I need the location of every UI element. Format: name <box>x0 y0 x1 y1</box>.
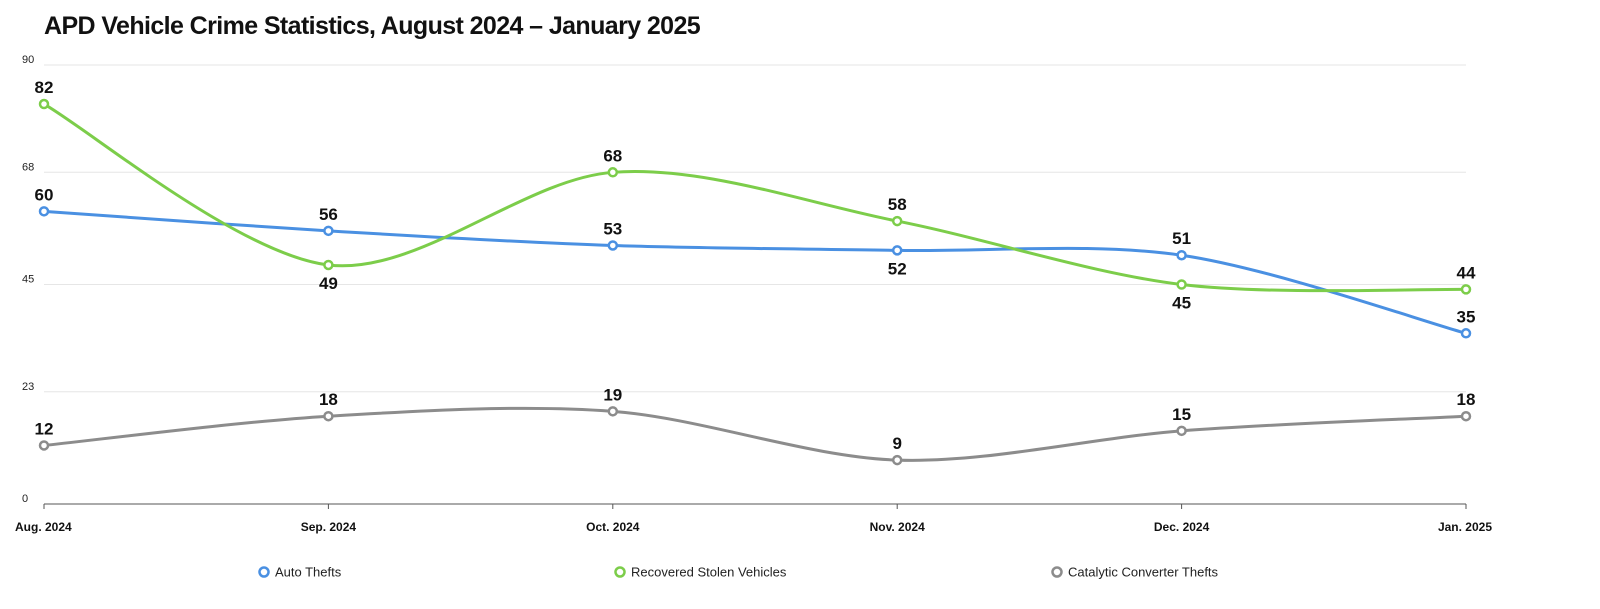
catalytic-converter-thefts-line <box>42 406 1468 462</box>
recovered-stolen-vehicles-point <box>1176 279 1187 290</box>
recovered-stolen-vehicles-point <box>1460 284 1472 295</box>
auto-thefts-line <box>42 209 1468 335</box>
recovered-stolen-vehicles-point <box>38 98 50 110</box>
auto-thefts-value-label: 51 <box>1172 229 1191 248</box>
catalytic-converter-thefts-value-label: 18 <box>1457 390 1476 409</box>
x-tick-label: Dec. 2024 <box>1154 520 1210 534</box>
recovered-stolen-vehicles-point <box>323 259 334 271</box>
data-labels: 60 56 53 52 51 35 82 49 68 58 45 44 12 18 19 9 15 18 <box>35 78 1476 453</box>
recovered-stolen-vehicles-point <box>607 167 619 178</box>
catalytic-converter-thefts-point <box>607 406 619 417</box>
recovered-stolen-vehicles-value-label: 49 <box>319 274 338 293</box>
legend: Auto Thefts Recovered Stolen Vehicles Cata… <box>258 565 1219 580</box>
recovered-stolen-vehicles-value-label: 44 <box>1457 263 1476 282</box>
x-tick-label: Sep. 2024 <box>301 520 357 534</box>
auto-thefts-point <box>891 245 903 256</box>
x-tick-label: Jan. 2025 <box>1438 520 1492 534</box>
catalytic-converter-thefts-point <box>38 440 50 451</box>
catalytic-converter-thefts-legend-label: Catalytic Converter Thefts <box>1068 565 1219 580</box>
catalytic-converter-thefts-value-label: 19 <box>603 385 622 404</box>
recovered-stolen-vehicles-line <box>42 102 1468 293</box>
grid-lines: 0 23 45 68 90 <box>22 54 1466 505</box>
y-tick-label: 23 <box>22 381 34 393</box>
auto-thefts-point <box>323 225 334 237</box>
recovered-stolen-vehicles-legend-marker <box>614 566 626 578</box>
catalytic-converter-thefts-point <box>1460 410 1472 422</box>
catalytic-converter-thefts-value-label: 12 <box>35 419 54 438</box>
recovered-stolen-vehicles-value-label: 82 <box>35 78 54 97</box>
auto-thefts-legend-marker <box>258 566 270 578</box>
auto-thefts-value-label: 35 <box>1457 307 1476 326</box>
recovered-stolen-vehicles-legend-label: Recovered Stolen Vehicles <box>631 565 787 580</box>
chart-title: APD Vehicle Crime Statistics, August 202… <box>44 12 701 40</box>
catalytic-converter-thefts-point <box>323 410 334 422</box>
auto-thefts-value-label: 52 <box>888 259 907 278</box>
auto-thefts-point <box>1176 249 1187 261</box>
auto-thefts-value-label: 56 <box>319 205 338 224</box>
series-lines <box>38 98 1472 466</box>
x-tick-label: Aug. 2024 <box>15 520 72 534</box>
y-tick-label: 0 <box>22 493 28 505</box>
auto-thefts-point <box>38 206 50 217</box>
catalytic-converter-thefts-value-label: 15 <box>1172 405 1191 424</box>
x-tick-label: Nov. 2024 <box>870 520 925 534</box>
catalytic-converter-thefts-legend-marker <box>1051 566 1063 578</box>
auto-thefts-point <box>607 240 619 251</box>
auto-thefts-legend-label: Auto Thefts <box>275 565 342 580</box>
y-tick-label: 68 <box>22 161 34 173</box>
x-tick-label: Oct. 2024 <box>586 520 640 534</box>
recovered-stolen-vehicles-value-label: 58 <box>888 195 907 214</box>
recovered-stolen-vehicles-value-label: 45 <box>1172 294 1191 313</box>
catalytic-converter-thefts-value-label: 9 <box>892 434 901 453</box>
y-tick-label: 90 <box>22 54 34 66</box>
recovered-stolen-vehicles-value-label: 68 <box>603 146 622 165</box>
catalytic-converter-thefts-point <box>1176 425 1187 437</box>
recovered-stolen-vehicles-point <box>891 215 903 227</box>
catalytic-converter-thefts-value-label: 18 <box>319 390 338 409</box>
x-axis: Aug. 2024 Sep. 2024 Oct. 2024 Nov. 2024 Dec.… <box>15 503 1492 534</box>
y-tick-label: 45 <box>22 274 34 286</box>
auto-thefts-value-label: 60 <box>35 185 54 204</box>
auto-thefts-point <box>1460 328 1472 339</box>
catalytic-converter-thefts-point <box>891 454 903 466</box>
auto-thefts-value-label: 53 <box>603 219 622 238</box>
